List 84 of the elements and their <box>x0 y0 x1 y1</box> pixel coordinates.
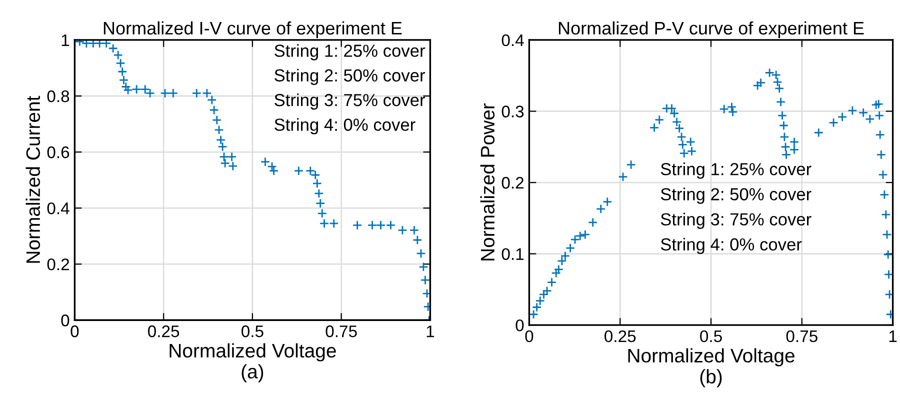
point <box>329 218 339 228</box>
point <box>202 88 212 98</box>
point <box>117 66 128 76</box>
x-axis-title: Normalized Voltage (a) <box>170 343 336 382</box>
annotation: String 4: 0% cover <box>274 118 416 134</box>
point <box>118 75 129 85</box>
point <box>267 162 277 172</box>
point <box>312 178 322 188</box>
x-tick-label: 0 <box>525 330 534 342</box>
point <box>145 88 155 98</box>
point <box>214 125 224 135</box>
x-tick-label: 0.5 <box>242 325 264 338</box>
y-tick-label: 0 <box>61 314 70 326</box>
x-axis-title: Normalized Voltage (b) <box>628 348 794 388</box>
x-tick-label: 1 <box>426 326 434 338</box>
x-tick-label: 0.25 <box>604 330 636 342</box>
point <box>422 288 430 298</box>
point <box>192 88 202 98</box>
y-axis-title: Normalized Current <box>26 96 40 263</box>
y-tick-label: 1 <box>62 34 70 46</box>
point <box>226 152 237 162</box>
y-tick-label: 0.4 <box>47 202 70 214</box>
y-tick-label: 0.2 <box>47 258 70 270</box>
point <box>416 248 426 258</box>
chart-title: Normalized I-V curve of experiment E <box>104 21 402 38</box>
point <box>94 40 104 48</box>
y-tick-label: 0.1 <box>502 248 524 260</box>
y-tick-label: 0.4 <box>502 34 524 46</box>
x-tick-label: 1 <box>889 330 897 342</box>
point <box>409 225 420 236</box>
point <box>88 40 98 48</box>
annotation: String 4: 0% cover <box>660 238 802 254</box>
x-tick-label: 0 <box>70 325 79 338</box>
point <box>209 105 219 115</box>
point <box>398 225 408 236</box>
point <box>306 166 316 176</box>
point <box>216 135 226 145</box>
point <box>367 220 378 230</box>
chart-title: Normalized P-V curve of experiment E <box>558 21 864 38</box>
point <box>319 218 330 228</box>
point <box>82 40 92 48</box>
point <box>121 82 131 92</box>
annotation: String 2: 50% cover <box>274 68 425 86</box>
point <box>116 58 126 68</box>
point <box>220 158 230 168</box>
annotation: String 1: 25% cover <box>660 162 812 179</box>
point <box>108 44 118 54</box>
point <box>228 161 238 171</box>
point <box>317 208 327 218</box>
point <box>218 142 228 152</box>
x-tick-label: 0.25 <box>148 325 180 338</box>
y-axis-title: Normalized Power <box>480 103 495 260</box>
point <box>418 262 428 272</box>
point <box>140 84 150 94</box>
x-tick-label: 0.5 <box>700 330 722 342</box>
point <box>315 198 326 208</box>
y-tick-label: 0.3 <box>502 106 524 118</box>
point <box>132 84 142 94</box>
point <box>310 170 320 180</box>
annotation: String 3: 75% cover <box>274 93 425 110</box>
point <box>314 188 324 198</box>
point <box>219 152 229 162</box>
y-tick-label: 0.6 <box>47 146 70 158</box>
x-tick-label: 0.75 <box>786 330 818 342</box>
y-tick-label: 0.8 <box>47 90 70 102</box>
point <box>168 88 178 98</box>
point <box>207 95 217 105</box>
y-tick-label: 0.2 <box>502 176 524 189</box>
x-tick-label: 0.75 <box>326 325 357 338</box>
point <box>420 275 430 285</box>
point <box>294 166 304 176</box>
point <box>376 220 386 230</box>
point <box>260 156 270 167</box>
point <box>352 220 362 230</box>
point <box>386 220 396 230</box>
point <box>160 88 170 98</box>
annotation: String 2: 50% cover <box>660 188 812 204</box>
point <box>268 166 279 176</box>
point <box>113 50 123 60</box>
annotation: String 1: 25% cover <box>274 44 425 60</box>
point <box>212 115 222 125</box>
point <box>101 40 112 48</box>
point <box>412 235 422 245</box>
annotation: String 3: 75% cover <box>660 212 812 229</box>
